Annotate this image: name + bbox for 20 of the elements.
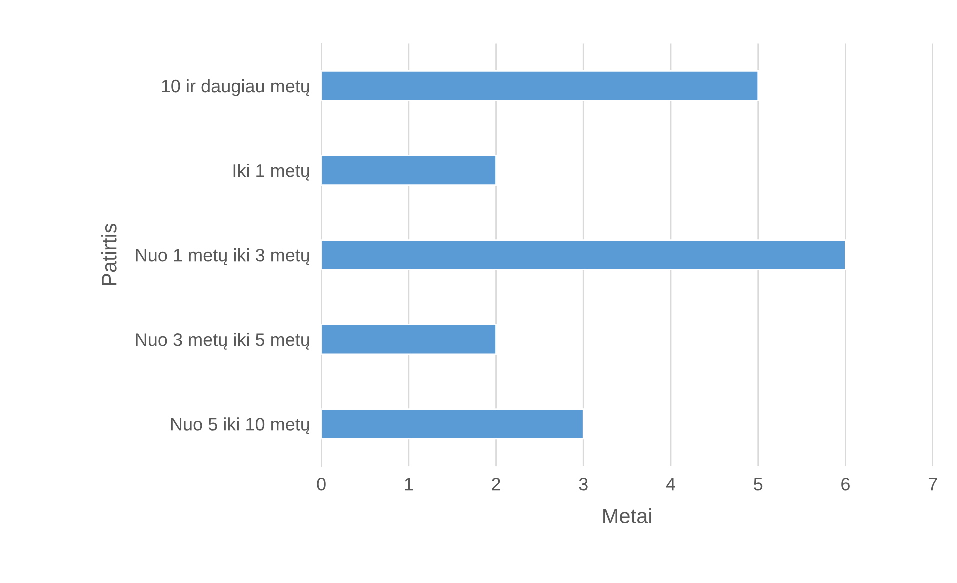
x-tick-label: 5 <box>754 478 763 491</box>
x-tick-label: 0 <box>317 478 326 491</box>
x-tick-label: 4 <box>666 478 676 491</box>
y-tick-label: Nuo 3 metų iki 5 metų <box>136 333 310 350</box>
y-tick-label: Nuo 1 metų iki 3 metų <box>136 248 310 266</box>
x-tick-label: 7 <box>928 478 938 491</box>
bar <box>322 240 846 271</box>
bar <box>322 324 497 356</box>
x-tick-label: 1 <box>405 478 414 491</box>
x-tick-label: 2 <box>492 478 500 491</box>
bar <box>322 408 584 440</box>
y-tick-label: 10 ir daugiau metų <box>162 79 310 96</box>
x-axis-title: Metai <box>604 508 652 524</box>
y-tick-label: Iki 1 metų <box>234 164 310 181</box>
x-tick-label: 6 <box>842 478 850 491</box>
y-tick-label: Nuo 5 iki 10 metų <box>171 418 310 434</box>
x-tick-label: 3 <box>579 478 588 491</box>
y-axis-title: Patirtis <box>102 224 117 286</box>
bar <box>322 155 497 186</box>
bar <box>322 70 760 102</box>
